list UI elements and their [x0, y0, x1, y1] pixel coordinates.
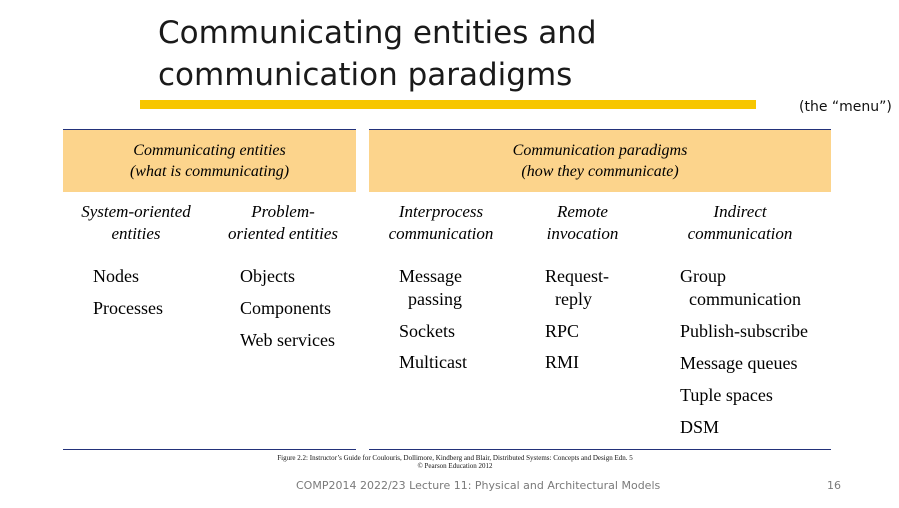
list-item-reply: reply [555, 289, 592, 309]
list-item-passing: passing [408, 289, 462, 309]
slide-footer: COMP2014 2022/23 Lecture 11: Physical an… [296, 479, 661, 492]
list-item-message: Message [399, 266, 462, 286]
figure-caption-line-1: Figure 2.2: Instructor’s Guide for Coulo… [277, 454, 633, 462]
list-item-rmi: RMI [545, 352, 580, 372]
column-heading-line: Problem- [251, 202, 315, 221]
list-item-web-services: Web services [240, 330, 336, 350]
slide-title-line-1: Communicating entities and [158, 15, 597, 51]
column-heading-system-oriented: System-oriented entities [66, 201, 206, 245]
entities-header: Communicating entities (what is communic… [63, 130, 356, 192]
menu-note: (the “menu”) [799, 99, 892, 115]
list-item-processes: Processes [93, 298, 163, 318]
list-item-communication: communication [689, 289, 801, 309]
figure-caption-line-2: © Pearson Education 2012 [417, 462, 493, 470]
list-item-dsm: DSM [680, 417, 720, 437]
column-heading-line: communication [388, 224, 494, 243]
list-item-group: Group [680, 266, 726, 286]
list-item-objects: Objects [240, 266, 295, 286]
figure-caption: Figure 2.2: Instructor’s Guide for Coulo… [240, 454, 670, 470]
list-item-components: Components [240, 298, 332, 318]
paradigms-header-title: Communication paradigms [512, 142, 688, 159]
entities-header-subtitle: (what is communicating) [129, 163, 290, 180]
column-heading-problem-oriented: Problem- oriented entities [213, 201, 353, 245]
column-heading-indirect: Indirect communication [670, 201, 810, 245]
list-item-rpc: RPC [545, 321, 580, 341]
list-item-message-queues: Message queues [680, 353, 798, 373]
column-heading-line: oriented entities [227, 224, 338, 243]
figure-bottom-rule-right [369, 449, 831, 450]
figure-top-rule-left [63, 129, 356, 130]
column-heading-line: invocation [546, 224, 619, 243]
figure-top-rule-right [369, 129, 831, 130]
column-heading-remote-invocation: Remote invocation [525, 201, 640, 245]
figure-bottom-rule-left [63, 449, 356, 450]
list-item-multicast: Multicast [399, 352, 467, 372]
entities-header-title: Communicating entities [133, 142, 286, 159]
column-heading-line: Interprocess [398, 202, 484, 221]
column-heading-line: communication [687, 224, 793, 243]
paradigms-header: Communication paradigms (how they commun… [369, 130, 831, 192]
list-item-nodes: Nodes [93, 266, 139, 286]
column-heading-interprocess: Interprocess communication [375, 201, 507, 245]
page-number: 16 [827, 479, 841, 492]
list-item-tuple-spaces: Tuple spaces [680, 385, 773, 405]
list-item-sockets: Sockets [399, 321, 455, 341]
list-item-publish-subscribe: Publish-subscribe [680, 321, 808, 341]
list-item-request: Request- [545, 266, 609, 286]
column-heading-line: System-oriented [81, 202, 191, 221]
column-heading-line: entities [111, 224, 161, 243]
slide-title: Communicating entities and communication… [158, 12, 758, 96]
paradigms-header-subtitle: (how they communicate) [521, 163, 679, 180]
title-accent-bar [140, 100, 756, 109]
column-heading-line: Indirect [713, 202, 767, 221]
column-heading-line: Remote [557, 202, 608, 221]
slide-title-line-2: communication paradigms [158, 57, 573, 93]
